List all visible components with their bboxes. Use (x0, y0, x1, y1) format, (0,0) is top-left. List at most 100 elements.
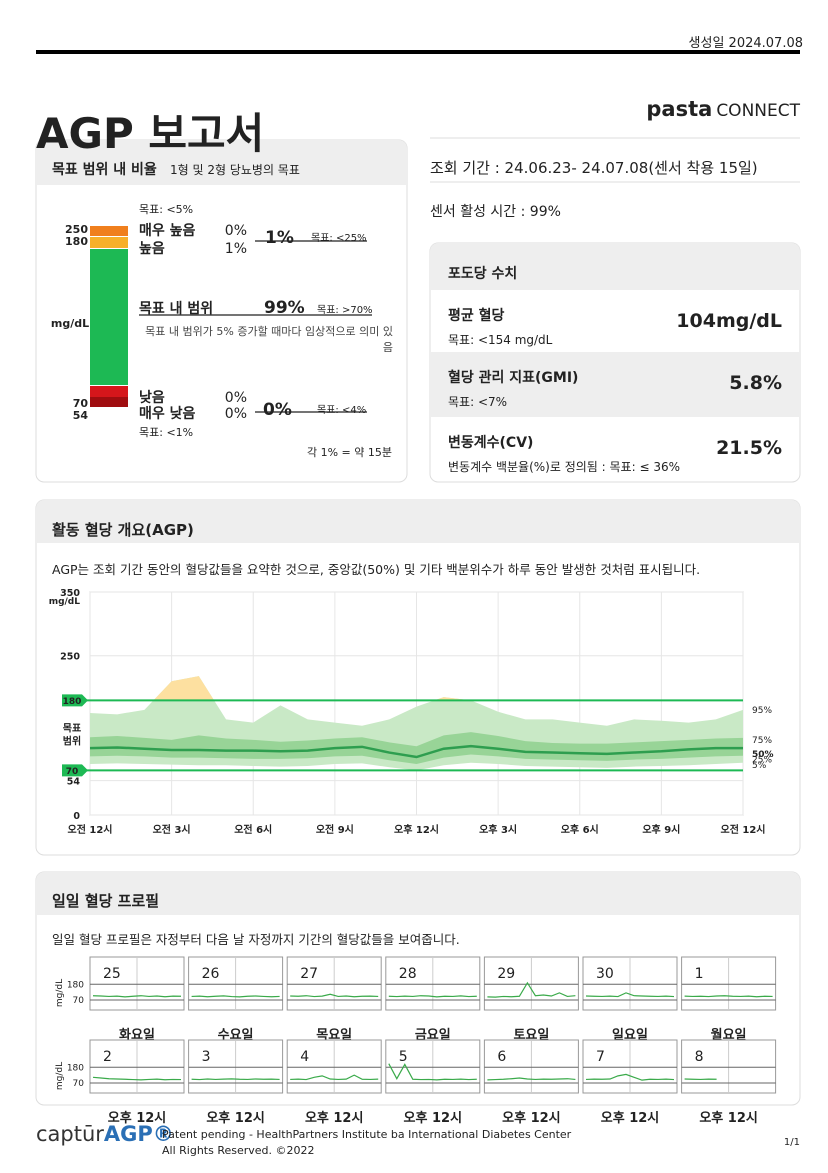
weekday: 토요일 (513, 1028, 549, 1043)
day-trace (290, 993, 379, 998)
day-number: 30 (596, 966, 614, 982)
weekday: 일요일 (612, 1028, 648, 1043)
sensor-active: 센서 활성 시간 : 99% (430, 204, 561, 220)
metric-value: 21.5% (716, 437, 782, 459)
brand: pasta CONNECT (646, 97, 800, 121)
day-number: 3 (202, 1049, 211, 1065)
footer-logo: captūrAGP® (36, 1122, 174, 1146)
range-total: 1% (265, 228, 294, 248)
daily-y-tick: 70 (73, 1079, 85, 1089)
rights: All Rights Reserved. ©2022 (162, 1144, 315, 1157)
weekday: 금요일 (415, 1028, 451, 1043)
day-number: 8 (695, 1049, 704, 1065)
period: 조회 기간 : 24.06.23- 24.07.08(센서 착용 15일) (430, 159, 758, 177)
daily-desc: 일일 혈당 프로필은 자정부터 다음 날 자정까지 기간의 혈당값들을 보여줍니… (52, 932, 460, 947)
day-x-label: 오후 12시 (601, 1110, 660, 1126)
agp-title: 활동 혈당 개요(AGP) (52, 521, 194, 539)
target-pill (62, 764, 88, 777)
day-number: 1 (695, 966, 704, 982)
threshold-label: 180 (65, 235, 88, 248)
bar-very-low (90, 397, 128, 407)
day-trace (290, 1074, 379, 1081)
threshold-label: 250 (65, 223, 88, 236)
day-x-label: 오후 12시 (206, 1110, 265, 1126)
range-value: 0% (225, 390, 247, 406)
daily-y-tick: 180 (67, 1063, 84, 1073)
page-number: 1/1 (784, 1137, 800, 1148)
day-x-label: 오후 12시 (502, 1110, 561, 1126)
daily-y-unit: mg/dL (55, 1062, 65, 1090)
bar-in-range (90, 249, 128, 385)
x-tick-label: 오후 12시 (394, 823, 439, 836)
day-trace (92, 995, 182, 998)
target: 목표: <1% (139, 426, 193, 439)
percentile-label: 5% (752, 761, 767, 771)
glucose-title: 포도당 수치 (448, 265, 517, 282)
range-label: 목표 내 범위 (139, 301, 213, 317)
metric-target: 변동계수 백분율(%)로 정의됨 : 목표: ≤ 36% (448, 460, 680, 474)
median-line (89, 744, 743, 759)
target: 목표: <25% (311, 232, 367, 244)
day-number: 4 (300, 1049, 309, 1065)
range-label: 낮음 (139, 390, 165, 406)
weekday: 목요일 (316, 1028, 352, 1043)
target-label: 목표 범위 (63, 722, 81, 747)
threshold-label: 54 (73, 409, 89, 422)
x-tick-label: 오전 3시 (153, 823, 191, 836)
x-tick-label: 오전 6시 (234, 823, 272, 836)
day-x-label: 오후 12시 (305, 1110, 364, 1126)
day-trace (92, 1076, 182, 1081)
bar-low (90, 386, 128, 397)
day-trace (388, 1063, 477, 1081)
threshold-label: 70 (73, 397, 89, 410)
target-pill (62, 694, 88, 707)
target-label-line: 목표 (63, 722, 81, 734)
report-title: AGP 보고서 (36, 109, 264, 158)
bar-very-high (90, 226, 128, 236)
range-value: 0% (225, 406, 247, 422)
range-label: 높음 (139, 241, 165, 257)
metric-label: 변동계수(CV) (448, 435, 533, 451)
brand-name: pasta (646, 97, 712, 121)
x-tick-label: 오후 6시 (561, 823, 599, 836)
metric-label: 평균 혈당 (448, 307, 505, 324)
range-total: 99% (264, 298, 305, 318)
daily-y-tick: 70 (73, 996, 85, 1006)
agp-desc: AGP는 조회 기간 동안의 혈당값들을 요약한 것으로, 중앙값(50%) 및… (52, 562, 700, 577)
metric-value: 104mg/dL (676, 310, 782, 332)
day-trace (487, 1077, 576, 1081)
agp-header (36, 525, 800, 543)
day-number: 5 (399, 1049, 408, 1065)
x-tick-label: 오후 9시 (642, 823, 680, 836)
in-range-note: 목표 내 범위가 5% 증가할 때마다 임상적으로 의미 있음 (145, 325, 393, 354)
day-x-label: 오후 12시 (699, 1110, 758, 1126)
range-value: 0% (225, 223, 247, 239)
range-total: 0% (263, 400, 292, 420)
x-tick-label: 오전 12시 (721, 823, 766, 836)
day-trace (388, 995, 477, 998)
day-number: 6 (497, 1049, 506, 1065)
target: 목표: <4% (317, 404, 366, 416)
created-date: 생성일 2024.07.08 (689, 36, 803, 51)
metric-target: 목표: <154 mg/dL (448, 333, 553, 347)
brand-sub: CONNECT (716, 101, 800, 121)
percentile-label: 50% (752, 750, 774, 760)
tir-title: 목표 범위 내 비율 (52, 161, 157, 178)
target: 목표: >70% (317, 304, 373, 316)
day-trace (487, 981, 576, 998)
day-trace (585, 1073, 675, 1081)
day-number: 29 (497, 966, 515, 982)
y-tick-label: 0 (73, 811, 80, 822)
weekday: 수요일 (218, 1028, 254, 1043)
daily-header (36, 897, 800, 915)
range-label: 매우 낮음 (139, 406, 196, 422)
x-tick-label: 오전 9시 (316, 823, 354, 836)
tir-subtitle: 1형 및 2형 당뇨병의 목표 (170, 163, 300, 177)
metric-target: 목표: <7% (448, 395, 507, 409)
x-tick-label: 오후 3시 (479, 823, 517, 836)
day-number: 2 (103, 1049, 112, 1065)
metric-label: 혈당 관리 지표(GMI) (448, 369, 578, 386)
day-number: 25 (103, 966, 121, 982)
